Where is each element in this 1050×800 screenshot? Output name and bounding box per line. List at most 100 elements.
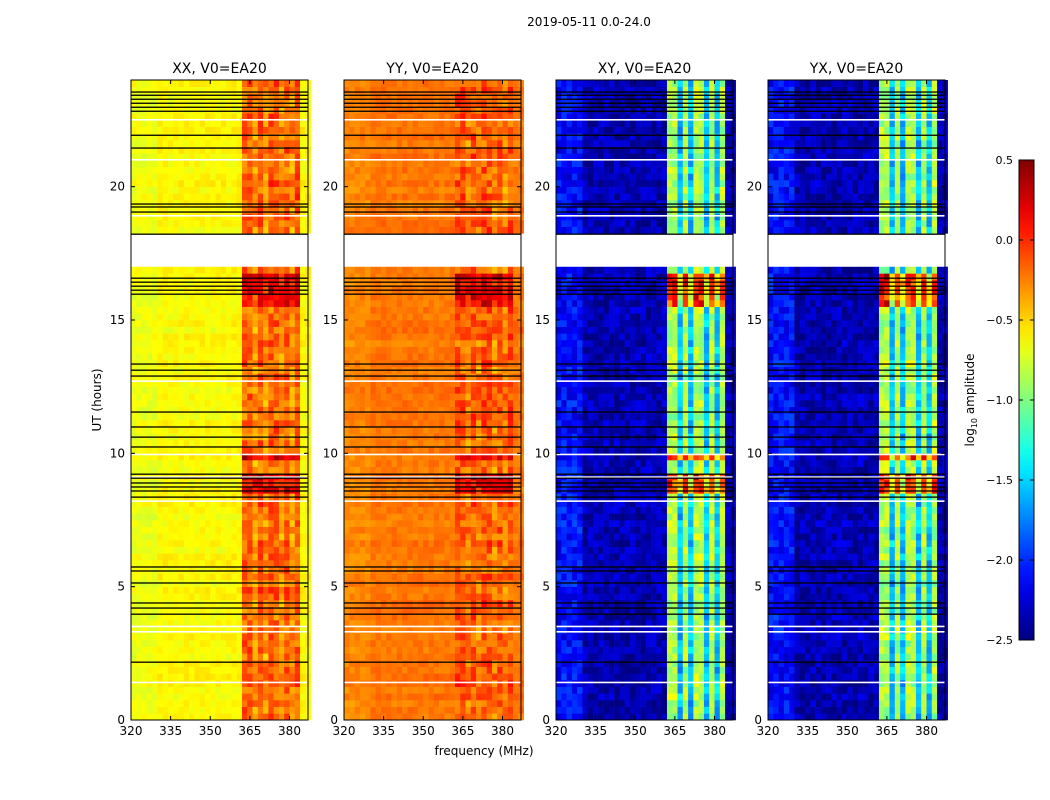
heatmap-cell: [386, 440, 392, 447]
heatmap-cell: [141, 86, 148, 94]
heatmap-cell: [486, 380, 493, 387]
heatmap-cell: [289, 553, 296, 561]
heatmap-cell: [454, 706, 461, 714]
heatmap-cell: [449, 686, 456, 694]
heatmap-cell: [380, 660, 387, 667]
heatmap-cell: [268, 680, 274, 687]
heatmap-cell: [407, 593, 413, 601]
heatmap-cell: [407, 606, 413, 614]
heatmap-cell: [284, 706, 290, 714]
heatmap-cell: [162, 386, 169, 394]
heatmap-cell: [226, 153, 232, 161]
heatmap-cell: [157, 666, 163, 674]
heatmap-cell: [349, 420, 355, 427]
heatmap-cell: [407, 560, 413, 567]
heatmap-cell: [220, 80, 227, 87]
heatmap-cell: [252, 120, 259, 127]
heatmap-cell: [300, 533, 306, 541]
heatmap-cell: [268, 586, 274, 594]
heatmap-cell: [375, 500, 382, 507]
heatmap-cell: [386, 680, 392, 687]
heatmap-cell: [257, 146, 264, 154]
heatmap-cell: [252, 140, 259, 147]
heatmap-cell: [294, 653, 301, 661]
heatmap-cell: [204, 393, 211, 401]
heatmap-cell: [257, 533, 264, 541]
heatmap-cell: [167, 420, 174, 427]
heatmap-cell: [173, 713, 179, 721]
heatmap-cell: [433, 513, 440, 521]
heatmap-cell: [226, 226, 232, 234]
heatmap-cell: [289, 640, 296, 647]
heatmap-cell: [497, 566, 503, 574]
heatmap-cell: [167, 206, 174, 214]
heatmap-cell: [344, 413, 350, 421]
heatmap-cell: [449, 693, 456, 701]
heatmap-cell: [354, 553, 361, 561]
heatmap-cell: [231, 146, 237, 154]
heatmap-cell: [344, 666, 350, 674]
heatmap-cell: [236, 633, 243, 641]
heatmap-cell: [236, 140, 243, 147]
heatmap-cell: [183, 80, 190, 87]
heatmap-cell: [386, 640, 392, 647]
heatmap-cell: [136, 606, 142, 614]
heatmap-cell: [173, 126, 179, 134]
heatmap-cell: [215, 586, 222, 594]
heatmap-cell: [481, 546, 487, 554]
heatmap-cell: [344, 386, 350, 394]
heatmap-cell: [146, 560, 153, 567]
heatmap-cell: [391, 713, 398, 721]
heatmap-cell: [497, 646, 503, 654]
heatmap-cell: [417, 540, 424, 547]
heatmap-cell: [162, 126, 169, 134]
heatmap-cell: [300, 546, 306, 554]
heatmap-cell: [391, 680, 398, 687]
heatmap-cell: [294, 626, 301, 634]
heatmap-cell: [370, 660, 376, 667]
heatmap-cell: [194, 686, 200, 694]
heatmap-cell: [497, 546, 503, 554]
heatmap-cell: [294, 280, 301, 287]
heatmap-cell: [278, 353, 285, 361]
heatmap-cell: [189, 513, 195, 521]
heatmap-cell: [167, 120, 174, 127]
heatmap-cell: [241, 526, 248, 534]
heatmap-cell: [344, 373, 350, 381]
heatmap-cell: [454, 646, 461, 654]
heatmap-cell: [183, 166, 190, 174]
heatmap-cell: [241, 520, 248, 527]
heatmap-cell: [215, 133, 222, 141]
heatmap-cell: [449, 680, 456, 687]
heatmap-cell: [226, 440, 232, 447]
heatmap-cell: [460, 506, 466, 514]
heatmap-cell: [167, 680, 174, 687]
heatmap-cell: [131, 700, 137, 707]
heatmap-cell: [252, 666, 259, 674]
heatmap-cell: [423, 453, 429, 461]
heatmap-cell: [194, 173, 200, 181]
heatmap-cell: [289, 586, 296, 594]
heatmap-cell: [252, 213, 259, 221]
heatmap-cell: [231, 80, 237, 87]
heatmap-cell: [439, 506, 445, 514]
heatmap-cell: [146, 606, 153, 614]
heatmap-cell: [278, 486, 285, 494]
heatmap-cell: [507, 713, 514, 721]
heatmap-cell: [199, 426, 206, 434]
heatmap-cell: [423, 620, 429, 627]
heatmap-cell: [454, 700, 461, 707]
heatmap-cell: [513, 386, 519, 394]
heatmap-cell: [199, 453, 206, 461]
heatmap-cell: [189, 413, 195, 421]
heatmap-cell: [220, 140, 227, 147]
heatmap-cell: [449, 573, 456, 581]
heatmap-cell: [268, 153, 274, 161]
heatmap-cell: [300, 266, 306, 274]
heatmap-cell: [465, 513, 472, 521]
heatmap-cell: [162, 640, 169, 647]
heatmap-cell: [412, 673, 419, 681]
heatmap-cell: [226, 173, 232, 181]
heatmap-cell: [162, 620, 169, 627]
